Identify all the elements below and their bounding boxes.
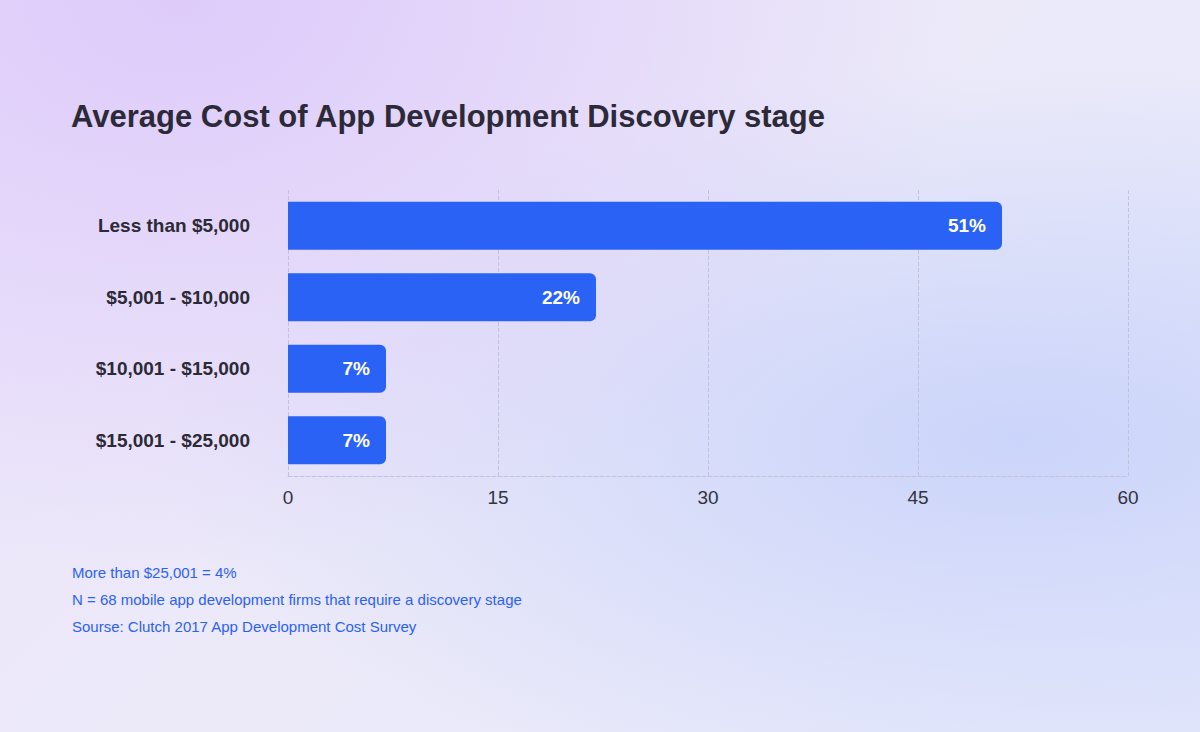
svg-text:60: 60	[1117, 487, 1138, 508]
svg-text:7%: 7%	[343, 430, 371, 451]
svg-text:22%: 22%	[542, 287, 580, 308]
svg-text:N = 68 mobile app development: N = 68 mobile app development firms that…	[72, 591, 522, 608]
svg-text:Less than $5,000: Less than $5,000	[98, 215, 250, 236]
svg-text:$10,001 - $15,000: $10,001 - $15,000	[96, 358, 250, 379]
svg-text:51%: 51%	[948, 215, 986, 236]
svg-text:7%: 7%	[343, 358, 371, 379]
svg-text:Average Cost of App Developmen: Average Cost of App Development Discover…	[71, 99, 825, 134]
svg-text:$15,001 - $25,000: $15,001 - $25,000	[96, 430, 250, 451]
svg-text:Sourse: Clutch 2017 App Develo: Sourse: Clutch 2017 App Development Cost…	[72, 618, 417, 635]
svg-text:30: 30	[697, 487, 718, 508]
svg-text:0: 0	[283, 487, 294, 508]
svg-text:More than $25,001 = 4%: More than $25,001 = 4%	[72, 564, 237, 581]
svg-text:45: 45	[907, 487, 928, 508]
svg-text:$5,001 - $10,000: $5,001 - $10,000	[106, 287, 250, 308]
svg-text:15: 15	[487, 487, 508, 508]
